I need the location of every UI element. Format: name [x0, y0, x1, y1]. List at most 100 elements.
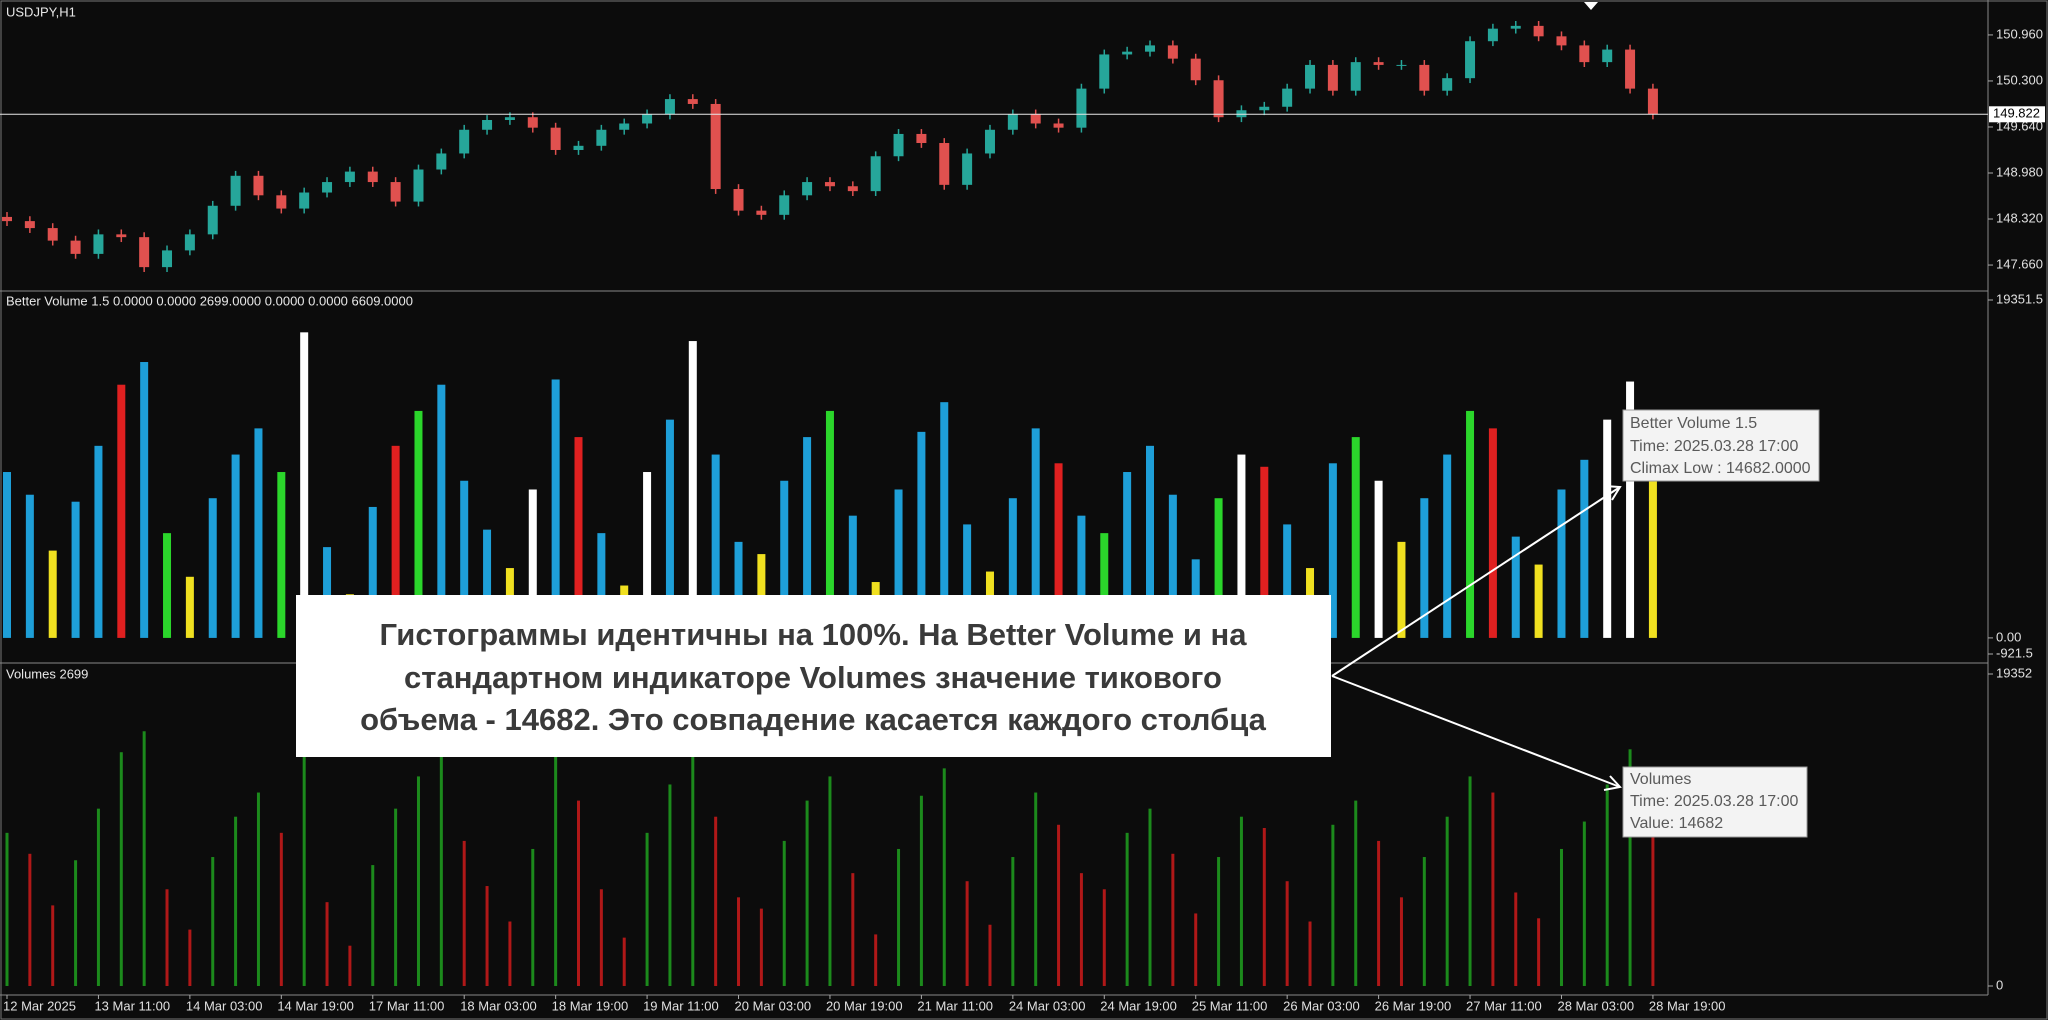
volume-bar — [1034, 792, 1038, 986]
volume-bar — [577, 800, 580, 986]
volume-bar — [1148, 808, 1152, 986]
y-tick-label: 19352 — [1996, 665, 2032, 680]
candle-body — [1647, 88, 1658, 115]
candle-body — [710, 103, 721, 190]
candle-body — [527, 117, 538, 128]
volume-bar — [643, 472, 652, 638]
x-tick-label: 12 Mar 2025 — [3, 998, 76, 1013]
volume-bar — [211, 857, 215, 986]
volume-bar — [117, 384, 126, 638]
volume-bar — [485, 886, 489, 986]
candle-body — [1053, 123, 1064, 128]
candle-body — [642, 114, 653, 124]
candle-body — [939, 143, 950, 185]
volume-bar — [1534, 564, 1543, 638]
candle-body — [1099, 54, 1110, 89]
volume-bar — [988, 924, 992, 986]
y-tick-label: 150.960 — [1996, 26, 2043, 41]
volume-bar — [1628, 749, 1632, 986]
candle-body — [482, 120, 493, 130]
volume-bar — [119, 752, 123, 986]
volume-bar — [1079, 873, 1083, 986]
candle-body — [253, 175, 264, 196]
volume-bar — [1605, 784, 1609, 986]
volume-bar — [1443, 454, 1452, 638]
tooltip-line: Better Volume 1.5 — [1630, 415, 1757, 432]
current-price-label: 149.822 — [1993, 106, 2040, 121]
volume-bar — [1422, 857, 1426, 986]
volume-bar — [851, 873, 855, 986]
volume-bar — [234, 816, 238, 986]
volume-bar — [874, 934, 878, 986]
candle-body — [207, 205, 218, 235]
volume-bar — [348, 945, 352, 986]
tooltip-box — [1622, 766, 1808, 838]
candle-body — [1419, 64, 1430, 91]
volume-bar — [1351, 437, 1360, 638]
candle-body — [756, 210, 767, 215]
volume-bar — [734, 541, 743, 638]
y-tick-label: 0.00 — [1996, 629, 2021, 644]
volume-bar — [1239, 816, 1243, 986]
y-tick-label: 148.980 — [1996, 164, 2043, 179]
volume-bar — [1651, 832, 1655, 986]
volume-bar — [782, 840, 786, 986]
y-tick-label: 19351.5 — [1996, 291, 2043, 306]
annotation-line: Гистограммы идентичны на 100%. На Better… — [379, 617, 1247, 652]
candle-body — [733, 189, 744, 211]
candle-body — [1282, 88, 1293, 107]
volume-bar — [1420, 498, 1429, 638]
candle-body — [1487, 28, 1498, 42]
tooltip-line: Volumes — [1630, 771, 1691, 788]
volume-bar — [256, 792, 260, 986]
current-price-box — [1989, 106, 2045, 123]
volume-bar — [1125, 832, 1129, 986]
volume-bar — [759, 908, 763, 986]
arrow-head — [1603, 775, 1622, 791]
volume-bar — [714, 816, 718, 986]
volume-bar — [1648, 472, 1657, 638]
candle-body — [2, 216, 12, 222]
indicator-title: Volumes 2699 — [6, 666, 88, 681]
shift-marker — [1584, 2, 1598, 10]
candle-body — [1122, 51, 1133, 55]
candle-body — [1396, 64, 1407, 66]
candle-body — [1465, 41, 1476, 79]
volume-bar — [688, 341, 697, 638]
volume-bar — [185, 576, 194, 638]
candle-body — [802, 182, 813, 196]
volume-bar — [1031, 428, 1040, 638]
x-tick-label: 17 Mar 11:00 — [369, 998, 445, 1013]
candle-body — [230, 175, 241, 206]
volume-bar — [1559, 848, 1563, 986]
volume-bar — [803, 437, 812, 638]
candle-body — [184, 234, 195, 251]
volume-bar — [1557, 489, 1566, 638]
x-tick-label: 24 Mar 19:00 — [1100, 998, 1177, 1013]
volume-bar — [508, 921, 512, 986]
candle-body — [550, 127, 561, 150]
volume-bar — [940, 402, 949, 638]
volume-bar — [1146, 445, 1154, 638]
volume-bar — [897, 848, 901, 986]
volume-bar — [1308, 921, 1312, 986]
volume-bar — [437, 384, 446, 638]
candle-body — [162, 250, 173, 268]
volume-bar — [394, 808, 398, 986]
volume-bar — [48, 550, 57, 638]
volume-bar — [483, 529, 492, 638]
volume-bar — [1011, 857, 1015, 986]
volume-bar — [1260, 466, 1269, 638]
volume-bar — [1168, 494, 1177, 638]
volume-bar — [277, 472, 286, 638]
volume-bar — [691, 711, 695, 986]
candle-body — [779, 195, 790, 215]
volume-bar — [3, 472, 11, 638]
volume-bar — [1285, 881, 1289, 986]
candle-body — [962, 153, 973, 185]
x-tick-label: 26 Mar 19:00 — [1375, 998, 1452, 1013]
volume-bar — [94, 445, 103, 638]
volume-bar — [848, 515, 857, 638]
